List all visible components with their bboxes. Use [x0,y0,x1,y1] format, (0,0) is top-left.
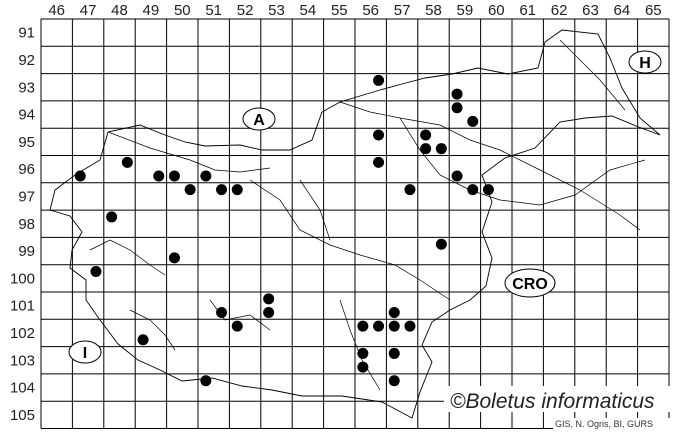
column-label: 50 [174,2,191,19]
record-dot [373,129,385,141]
record-dot [388,306,400,318]
column-label: 56 [362,2,379,19]
record-dot [200,375,212,387]
country-label-austria: A [242,107,276,131]
country-label-text: I [83,345,87,362]
row-label: 97 [18,188,35,205]
column-label: 57 [394,2,411,19]
row-label: 103 [10,352,35,369]
country-label-croatia: CRO [504,268,556,298]
column-label: 52 [237,2,254,19]
record-dot [435,238,447,250]
row-label: 101 [10,298,35,315]
row-label: 96 [18,161,35,178]
column-label: 53 [268,2,285,19]
record-dot [357,361,369,373]
record-dot [106,211,118,223]
record-dot [216,184,228,196]
record-dot [74,170,86,182]
column-label: 51 [205,2,222,19]
grid-column-labels: 46 47 48 49 50 51 52 53 54 55 56 57 58 59 60 61 62 63 64 65 [48,2,661,19]
row-label: 98 [18,216,35,233]
column-label: 64 [614,2,631,19]
record-dot [388,320,400,332]
column-label: 60 [488,2,505,19]
record-dot [168,170,180,182]
record-dots [74,74,494,387]
record-dot [200,170,212,182]
record-dot [388,347,400,359]
credits-text: GIS, N. Ogris, BI, GURS [555,419,653,429]
row-label: 92 [18,52,35,69]
column-label: 62 [551,2,568,19]
record-dot [357,347,369,359]
country-label-text: CRO [512,276,548,293]
record-dot [373,320,385,332]
column-label: 54 [300,2,317,19]
record-dot [420,129,432,141]
record-dot [184,184,196,196]
row-label: 104 [10,380,35,397]
row-label: 99 [18,243,35,260]
column-label: 49 [143,2,160,19]
record-dot [467,184,479,196]
record-dot [451,170,463,182]
record-dot [404,320,416,332]
column-label: 61 [519,2,536,19]
column-label: 55 [331,2,348,19]
row-label: 95 [18,134,35,151]
record-dot [404,184,416,196]
record-dot [90,266,102,278]
column-label: 59 [457,2,474,19]
record-dot [357,320,369,332]
row-label: 100 [10,270,35,287]
column-label: 63 [582,2,599,19]
country-label-italy: I [68,340,102,364]
record-dot [231,184,243,196]
record-dot [420,143,432,155]
country-label-text: A [253,112,265,129]
column-label: 47 [80,2,97,19]
record-dot [482,184,494,196]
row-label: 105 [10,407,35,424]
record-dot [168,252,180,264]
country-label-hungary: H [628,50,662,74]
record-dot [451,102,463,114]
record-dot [231,320,243,332]
row-label: 91 [18,25,35,42]
column-label: 46 [48,2,65,19]
record-dot [373,156,385,168]
record-dot [388,375,400,387]
rivers [89,39,646,391]
country-label-text: H [639,55,651,72]
record-dot [121,156,133,168]
record-dot [435,143,447,155]
row-label: 102 [10,325,35,342]
record-dot [216,306,228,318]
map-grid [40,18,670,429]
record-dot [153,170,165,182]
column-label: 65 [645,2,662,19]
record-dot [467,115,479,127]
record-dot [373,74,385,86]
record-dot [263,293,275,305]
record-dot [137,334,149,346]
row-label: 94 [18,107,35,124]
column-label: 48 [111,2,128,19]
grid-row-labels: 91 92 93 94 95 96 97 98 99 100 101 102 103 104 105 [10,25,35,424]
slovenia-border [49,29,661,419]
country-labels: A H I CRO [68,50,662,364]
row-label: 93 [18,79,35,96]
record-dot [263,306,275,318]
record-dot [451,88,463,100]
column-label: 58 [425,2,442,19]
copyright-text: ©Boletus informaticus [450,390,655,413]
country-border [49,29,661,419]
